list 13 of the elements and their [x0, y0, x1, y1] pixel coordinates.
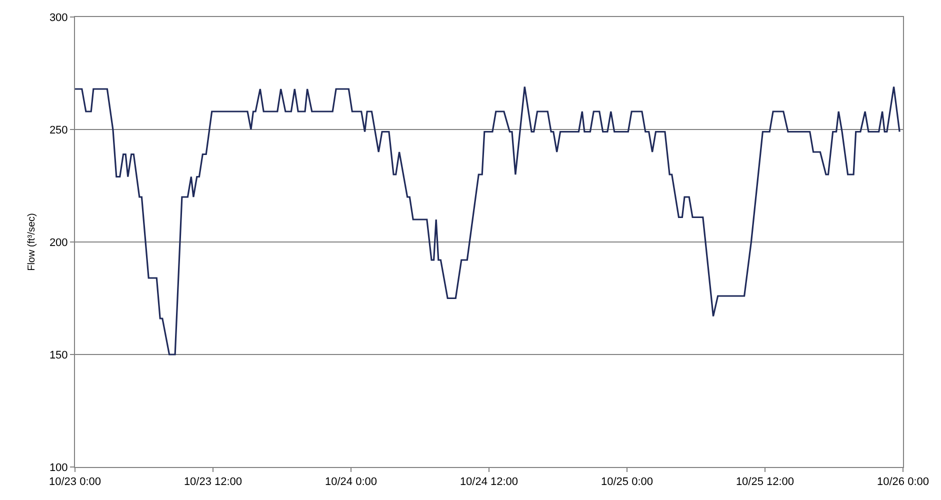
y-tick-label: 300 — [49, 12, 68, 24]
x-tick-label: 10/23 0:00 — [49, 476, 101, 488]
y-axis-title: Flow (ft³/sec) — [26, 213, 38, 271]
x-tick-label: 10/24 0:00 — [325, 476, 377, 488]
x-tick-label: 10/24 12:00 — [460, 476, 518, 488]
x-tick-label: 10/25 0:00 — [601, 476, 653, 488]
y-tick-label: 200 — [49, 236, 68, 249]
y-tick-label: 150 — [49, 349, 68, 362]
y-tick-label: 100 — [49, 462, 68, 474]
x-tick-label: 10/26 0:00 — [877, 476, 929, 488]
x-tick-label: 10/23 12:00 — [184, 476, 242, 488]
x-tick-label: 10/25 12:00 — [736, 476, 794, 488]
y-tick-label: 250 — [49, 124, 68, 136]
